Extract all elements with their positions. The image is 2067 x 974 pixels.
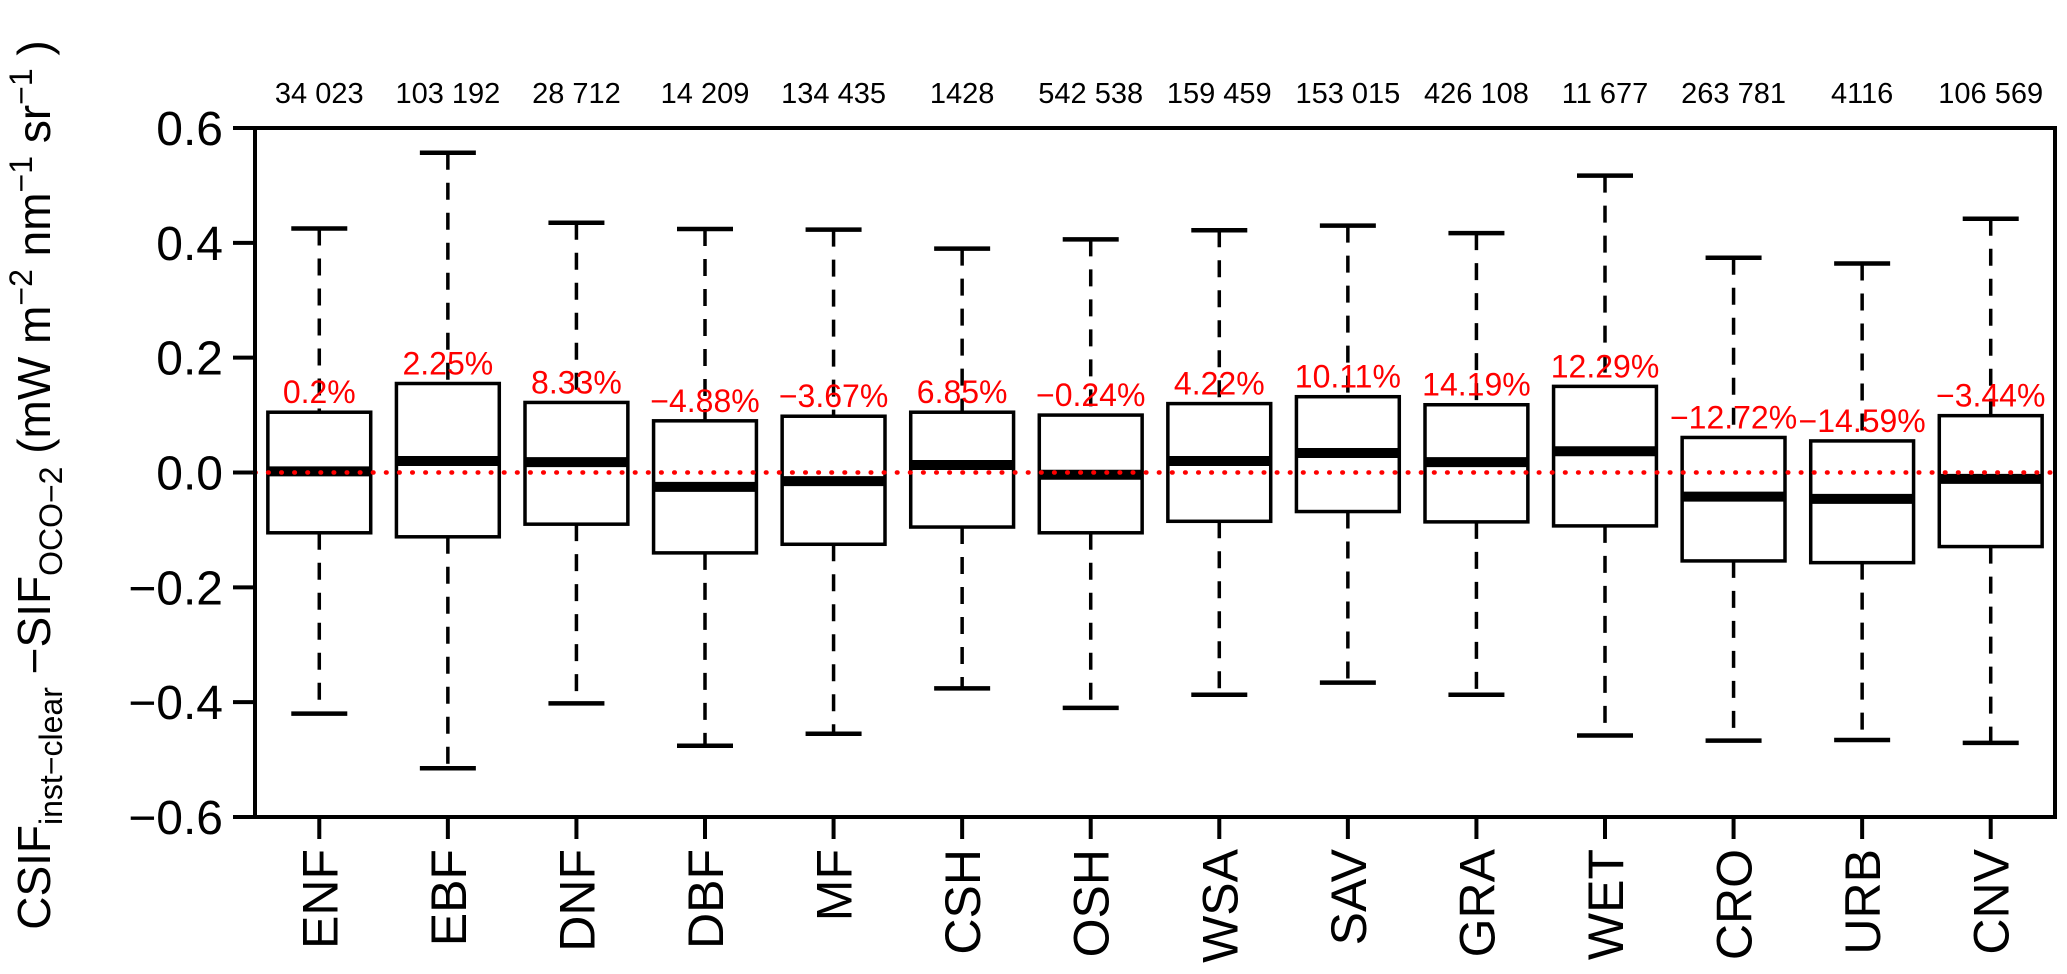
y-tick-label: 0.6	[156, 103, 223, 156]
y-tick-label: 0.2	[156, 333, 223, 386]
count-label: 103 192	[395, 78, 500, 110]
box-GRA: 14.19% 426 108	[1422, 78, 1531, 697]
percent-label: −3.44%	[1936, 378, 2045, 414]
percent-label: 4.22%	[1174, 366, 1265, 402]
x-tick-label: SAV	[1321, 848, 1377, 945]
count-label: 159 459	[1167, 78, 1272, 110]
percent-label: −14.59%	[1799, 403, 1926, 439]
y-axis: 0.6 0.4 0.2 0.0 −0.2 −0.4 −0.6	[128, 103, 255, 845]
percent-label: 2.25%	[402, 346, 493, 382]
percent-label: −0.24%	[1036, 377, 1145, 413]
box-OSH: −0.24% 542 538	[1036, 78, 1145, 711]
percent-label: −4.88%	[650, 383, 759, 419]
box-DNF: 8.33% 28 712	[523, 78, 630, 706]
count-label: 153 015	[1295, 78, 1400, 110]
x-tick-label: CRO	[1707, 849, 1763, 960]
x-tick-label: EBF	[421, 849, 477, 946]
percent-label: 10.11%	[1295, 359, 1401, 395]
box-MF: −3.67% 134 435	[779, 78, 888, 736]
y-axis-title: CSIFinst−clear −SIFOCO−2 (mW m−2 nm−1 sr…	[3, 40, 69, 930]
percent-label: −3.67%	[779, 378, 888, 414]
count-label: 106 569	[1938, 78, 2043, 110]
count-label: 14 209	[661, 78, 750, 110]
x-tick-label: ENF	[292, 849, 348, 949]
count-label: 28 712	[532, 78, 621, 110]
percent-label: 14.19%	[1422, 367, 1531, 403]
percent-label: 8.33%	[531, 364, 622, 400]
percent-label: 6.85%	[917, 374, 1008, 410]
count-label: 34 023	[275, 78, 364, 110]
count-label: 426 108	[1424, 78, 1529, 110]
box-SAV: 10.11% 153 015	[1294, 78, 1402, 685]
percent-label: 0.2%	[283, 374, 356, 410]
plot-border	[253, 126, 2057, 819]
box-CSH: 6.85% 1428	[908, 78, 1016, 691]
x-tick-label: WET	[1578, 849, 1634, 960]
y-tick-label: 0.4	[156, 218, 223, 271]
y-tick-label: −0.6	[128, 792, 223, 845]
box-WSA: 4.22% 159 459	[1166, 78, 1273, 697]
y-tick-label: 0.0	[156, 448, 223, 501]
box-ENF: 0.2% 34 023	[266, 78, 373, 716]
x-tick-label: DNF	[549, 849, 605, 952]
x-tick-label: URB	[1835, 849, 1891, 955]
count-label: 1428	[930, 78, 995, 110]
box-DBF: −4.88% 14 209	[650, 78, 760, 749]
count-label: 11 677	[1562, 78, 1649, 110]
box-WET: 12.29% 11 677	[1551, 78, 1660, 738]
box-EBF: 2.25% 103 192	[394, 78, 502, 771]
x-axis: ENF EBF DNF DBF MF CSH OSH WSA SAV GRA WET CRO URB CN…	[292, 817, 2020, 963]
percent-label: 12.29%	[1551, 348, 1660, 384]
box-URB: −14.59% 4116	[1799, 78, 1926, 743]
count-label: 4116	[1831, 78, 1893, 110]
box-CNV: −3.44% 106 569	[1936, 78, 2045, 746]
x-tick-label: MF	[807, 849, 863, 921]
box-CRO: −12.72% 263 781	[1670, 78, 1797, 743]
x-tick-label: CSH	[935, 849, 991, 955]
x-tick-label: GRA	[1449, 848, 1505, 957]
y-tick-label: −0.2	[128, 562, 223, 615]
percent-label: −12.72%	[1670, 399, 1797, 435]
count-label: 134 435	[781, 78, 886, 110]
x-tick-label: WSA	[1192, 848, 1248, 963]
x-tick-label: DBF	[678, 849, 734, 949]
x-tick-label: CNV	[1964, 848, 2020, 954]
count-label: 542 538	[1038, 78, 1143, 110]
count-label: 263 781	[1681, 78, 1786, 110]
y-tick-label: −0.4	[128, 677, 223, 730]
x-tick-label: OSH	[1064, 849, 1120, 957]
